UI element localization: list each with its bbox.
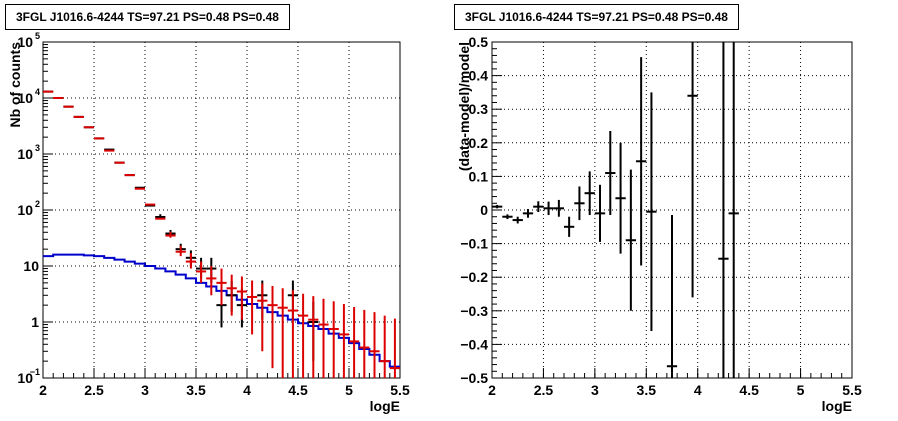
y-tick-exponent: 2: [35, 199, 40, 209]
x-axis-label: logE: [370, 398, 400, 414]
data-point: [728, 42, 739, 378]
y-tick-exponent: 5: [35, 31, 40, 41]
data-point: [349, 307, 360, 378]
data-point: [615, 142, 626, 254]
x-tick-label: 2: [488, 382, 496, 398]
y-tick-label: 0.1: [469, 168, 489, 184]
data-point: [165, 231, 176, 238]
y-tick-label: 0.4: [469, 68, 489, 84]
data-point: [338, 303, 349, 378]
y-tick-label: 10: [17, 90, 33, 106]
chart-panel-2: [491, 41, 853, 379]
y-tick-label: −0.3: [460, 303, 488, 319]
y-tick-label: 10: [17, 370, 33, 386]
data-point: [533, 201, 544, 213]
data-point: [318, 298, 329, 378]
plot-frame: [42, 41, 401, 379]
data-point: [277, 288, 288, 378]
y-tick-exponent: −1: [30, 367, 40, 377]
data-point: [646, 92, 657, 331]
model-step-line: [43, 253, 400, 368]
data-point: [625, 169, 636, 311]
data-point: [359, 309, 370, 378]
y-tick-label: 10: [23, 258, 39, 274]
x-tick-label: 5: [345, 382, 353, 398]
data-point: [267, 285, 278, 369]
y-tick-label: −0.1: [460, 236, 488, 252]
y-tick-exponent: 4: [35, 87, 40, 97]
y-tick-label: 0.2: [469, 135, 489, 151]
right-chart-title: 3FGL J1016.6-4244 TS=97.21 PS=0.48 PS=0.…: [454, 4, 739, 30]
data-point: [236, 276, 247, 320]
data-point: [543, 201, 554, 216]
x-tick-label: 2.5: [84, 382, 104, 398]
y-tick-label: 10: [17, 146, 33, 162]
x-tick-label: 5.5: [390, 382, 410, 398]
data-point: [666, 215, 678, 378]
x-tick-label: 3: [141, 382, 149, 398]
x-tick-label: 5.5: [842, 382, 862, 398]
data-point: [247, 280, 258, 335]
data-point: [308, 296, 319, 378]
x-tick-label: 2.5: [534, 382, 554, 398]
x-tick-label: 3.5: [637, 382, 657, 398]
data-point: [298, 293, 309, 378]
data-point: [196, 261, 207, 283]
data-point: [584, 171, 595, 216]
x-tick-label: 4.5: [739, 382, 759, 398]
y-axis-label: (data-model)/model: [456, 42, 472, 171]
x-axis-label: logE: [822, 398, 852, 414]
y-axis-label: Nb of counts: [7, 42, 23, 128]
data-point: [522, 208, 534, 218]
x-tick-label: 4: [243, 382, 251, 398]
y-tick-label: 10: [17, 202, 33, 218]
data-point: [594, 184, 606, 242]
data-point: [185, 253, 196, 269]
y-tick-label: −0.4: [460, 336, 488, 352]
data-point: [226, 274, 237, 316]
x-tick-label: 2: [39, 382, 47, 398]
y-tick-label: −0.2: [460, 269, 488, 285]
data-point: [175, 245, 186, 257]
data-point: [687, 42, 698, 298]
x-tick-label: 4.5: [288, 382, 308, 398]
y-tick-label: 10: [17, 34, 33, 50]
x-tick-label: 3.5: [186, 382, 206, 398]
y-tick-label: 1: [31, 314, 39, 330]
data-point: [553, 199, 564, 217]
data-point: [605, 131, 616, 216]
x-tick-label: 3: [591, 382, 599, 398]
y-tick-exponent: 3: [35, 143, 40, 153]
data-point: [718, 42, 729, 378]
y-tick-label: 0.5: [469, 34, 489, 50]
chart-panel-1: [42, 41, 401, 379]
data-point: [216, 268, 227, 306]
y-tick-label: −0.5: [460, 370, 488, 386]
data-point: [257, 283, 268, 352]
data-point: [206, 266, 217, 296]
data-point: [492, 204, 503, 209]
x-tick-label: 4: [694, 382, 702, 398]
y-tick-label: 0: [480, 202, 488, 218]
data-point: [379, 315, 390, 378]
data-point: [574, 186, 585, 221]
data-point: [328, 301, 339, 378]
left-chart-title: 3FGL J1016.6-4244 TS=97.21 PS=0.48 PS=0.…: [5, 4, 290, 30]
data-point: [636, 57, 647, 266]
x-tick-label: 5: [797, 382, 805, 398]
data-point: [389, 318, 400, 378]
data-point: [564, 216, 575, 237]
data-point: [502, 214, 513, 220]
y-tick-label: 0.3: [469, 101, 489, 117]
data-point: [512, 216, 523, 224]
data-point: [287, 290, 298, 378]
data-point: [369, 312, 380, 378]
